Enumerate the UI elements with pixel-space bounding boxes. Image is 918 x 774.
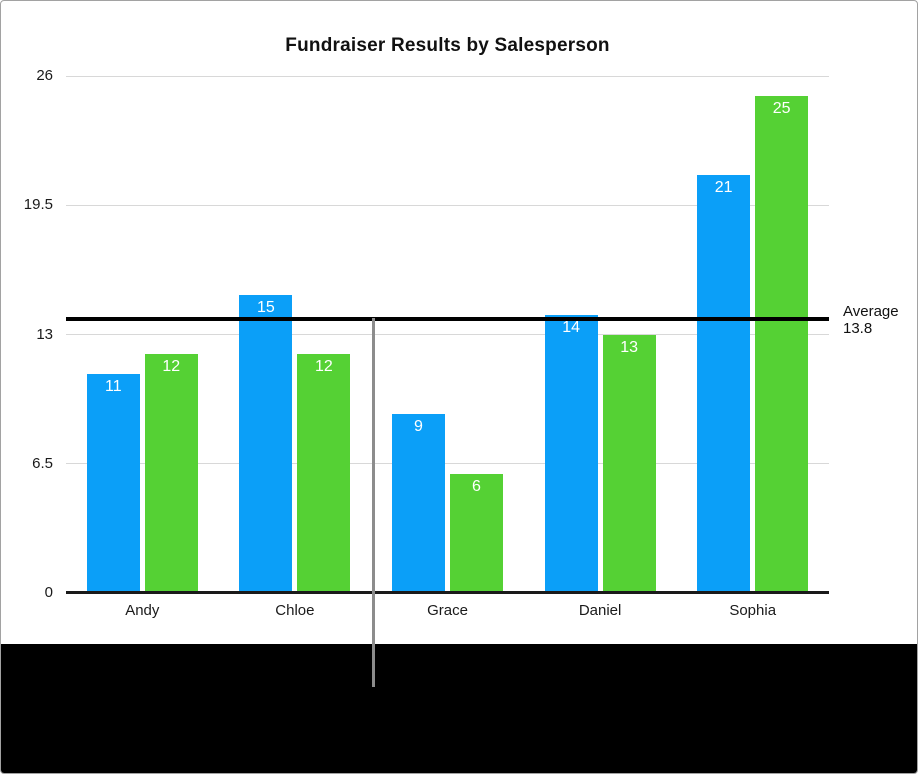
average-label: Average 13.8	[843, 303, 915, 337]
bar-blue-grace[interactable]: 9	[392, 414, 445, 593]
average-line	[66, 316, 829, 321]
x-axis-category-label: Chloe	[275, 602, 315, 619]
bar-value-label: 21	[714, 179, 733, 197]
gridline-y-13	[66, 334, 829, 335]
average-label-text: Average	[843, 303, 899, 320]
bar-blue-chloe[interactable]: 15	[239, 294, 293, 593]
bar-value-label: 11	[104, 378, 122, 396]
bar-value-label: 12	[314, 358, 333, 376]
bar-blue-daniel[interactable]: 14	[544, 314, 598, 593]
chart-title: Fundraiser Results by Salesperson	[285, 35, 610, 56]
average-value-text: 13.8	[843, 320, 873, 337]
bar-green-andy[interactable]: 12	[144, 354, 198, 593]
bar-value-label: 13	[620, 338, 638, 356]
x-axis-category-label: Grace	[427, 602, 468, 619]
bar-green-chloe[interactable]: 12	[297, 354, 351, 593]
bar-value-label: 15	[256, 298, 275, 316]
gridline-y-19.5	[66, 204, 829, 206]
x-axis-category-label: Sophia	[729, 602, 777, 619]
x-axis-category-label: Andy	[125, 602, 160, 619]
bar-value-label: 25	[772, 99, 791, 117]
y-axis-tick-label: 0	[44, 584, 53, 601]
bar-green-daniel[interactable]: 13	[602, 334, 656, 593]
y-axis-tick-label: 26	[36, 67, 53, 84]
y-axis-tick-label: 6.5	[32, 454, 53, 472]
bar-green-grace[interactable]: 6	[450, 473, 503, 593]
bar-blue-sophia[interactable]: 21	[697, 175, 751, 593]
x-axis-line	[66, 591, 829, 594]
bottom-black-band	[1, 644, 917, 773]
gridline-y-6.5	[66, 463, 829, 465]
callout-pointer-line	[372, 318, 375, 688]
bar-blue-andy[interactable]: 11	[86, 374, 140, 593]
bar-value-label: 12	[162, 358, 181, 376]
gridline-y-26	[66, 75, 829, 77]
x-axis-category-label: Daniel	[578, 602, 622, 619]
y-axis-tick-label: 19.5	[23, 196, 53, 214]
bar-value-label: 9	[414, 418, 423, 436]
bar-green-sophia[interactable]: 25	[755, 95, 809, 593]
y-axis-tick-label: 13	[36, 325, 53, 343]
bar-value-label: 14	[562, 318, 580, 336]
bar-value-label: 6	[472, 477, 481, 495]
